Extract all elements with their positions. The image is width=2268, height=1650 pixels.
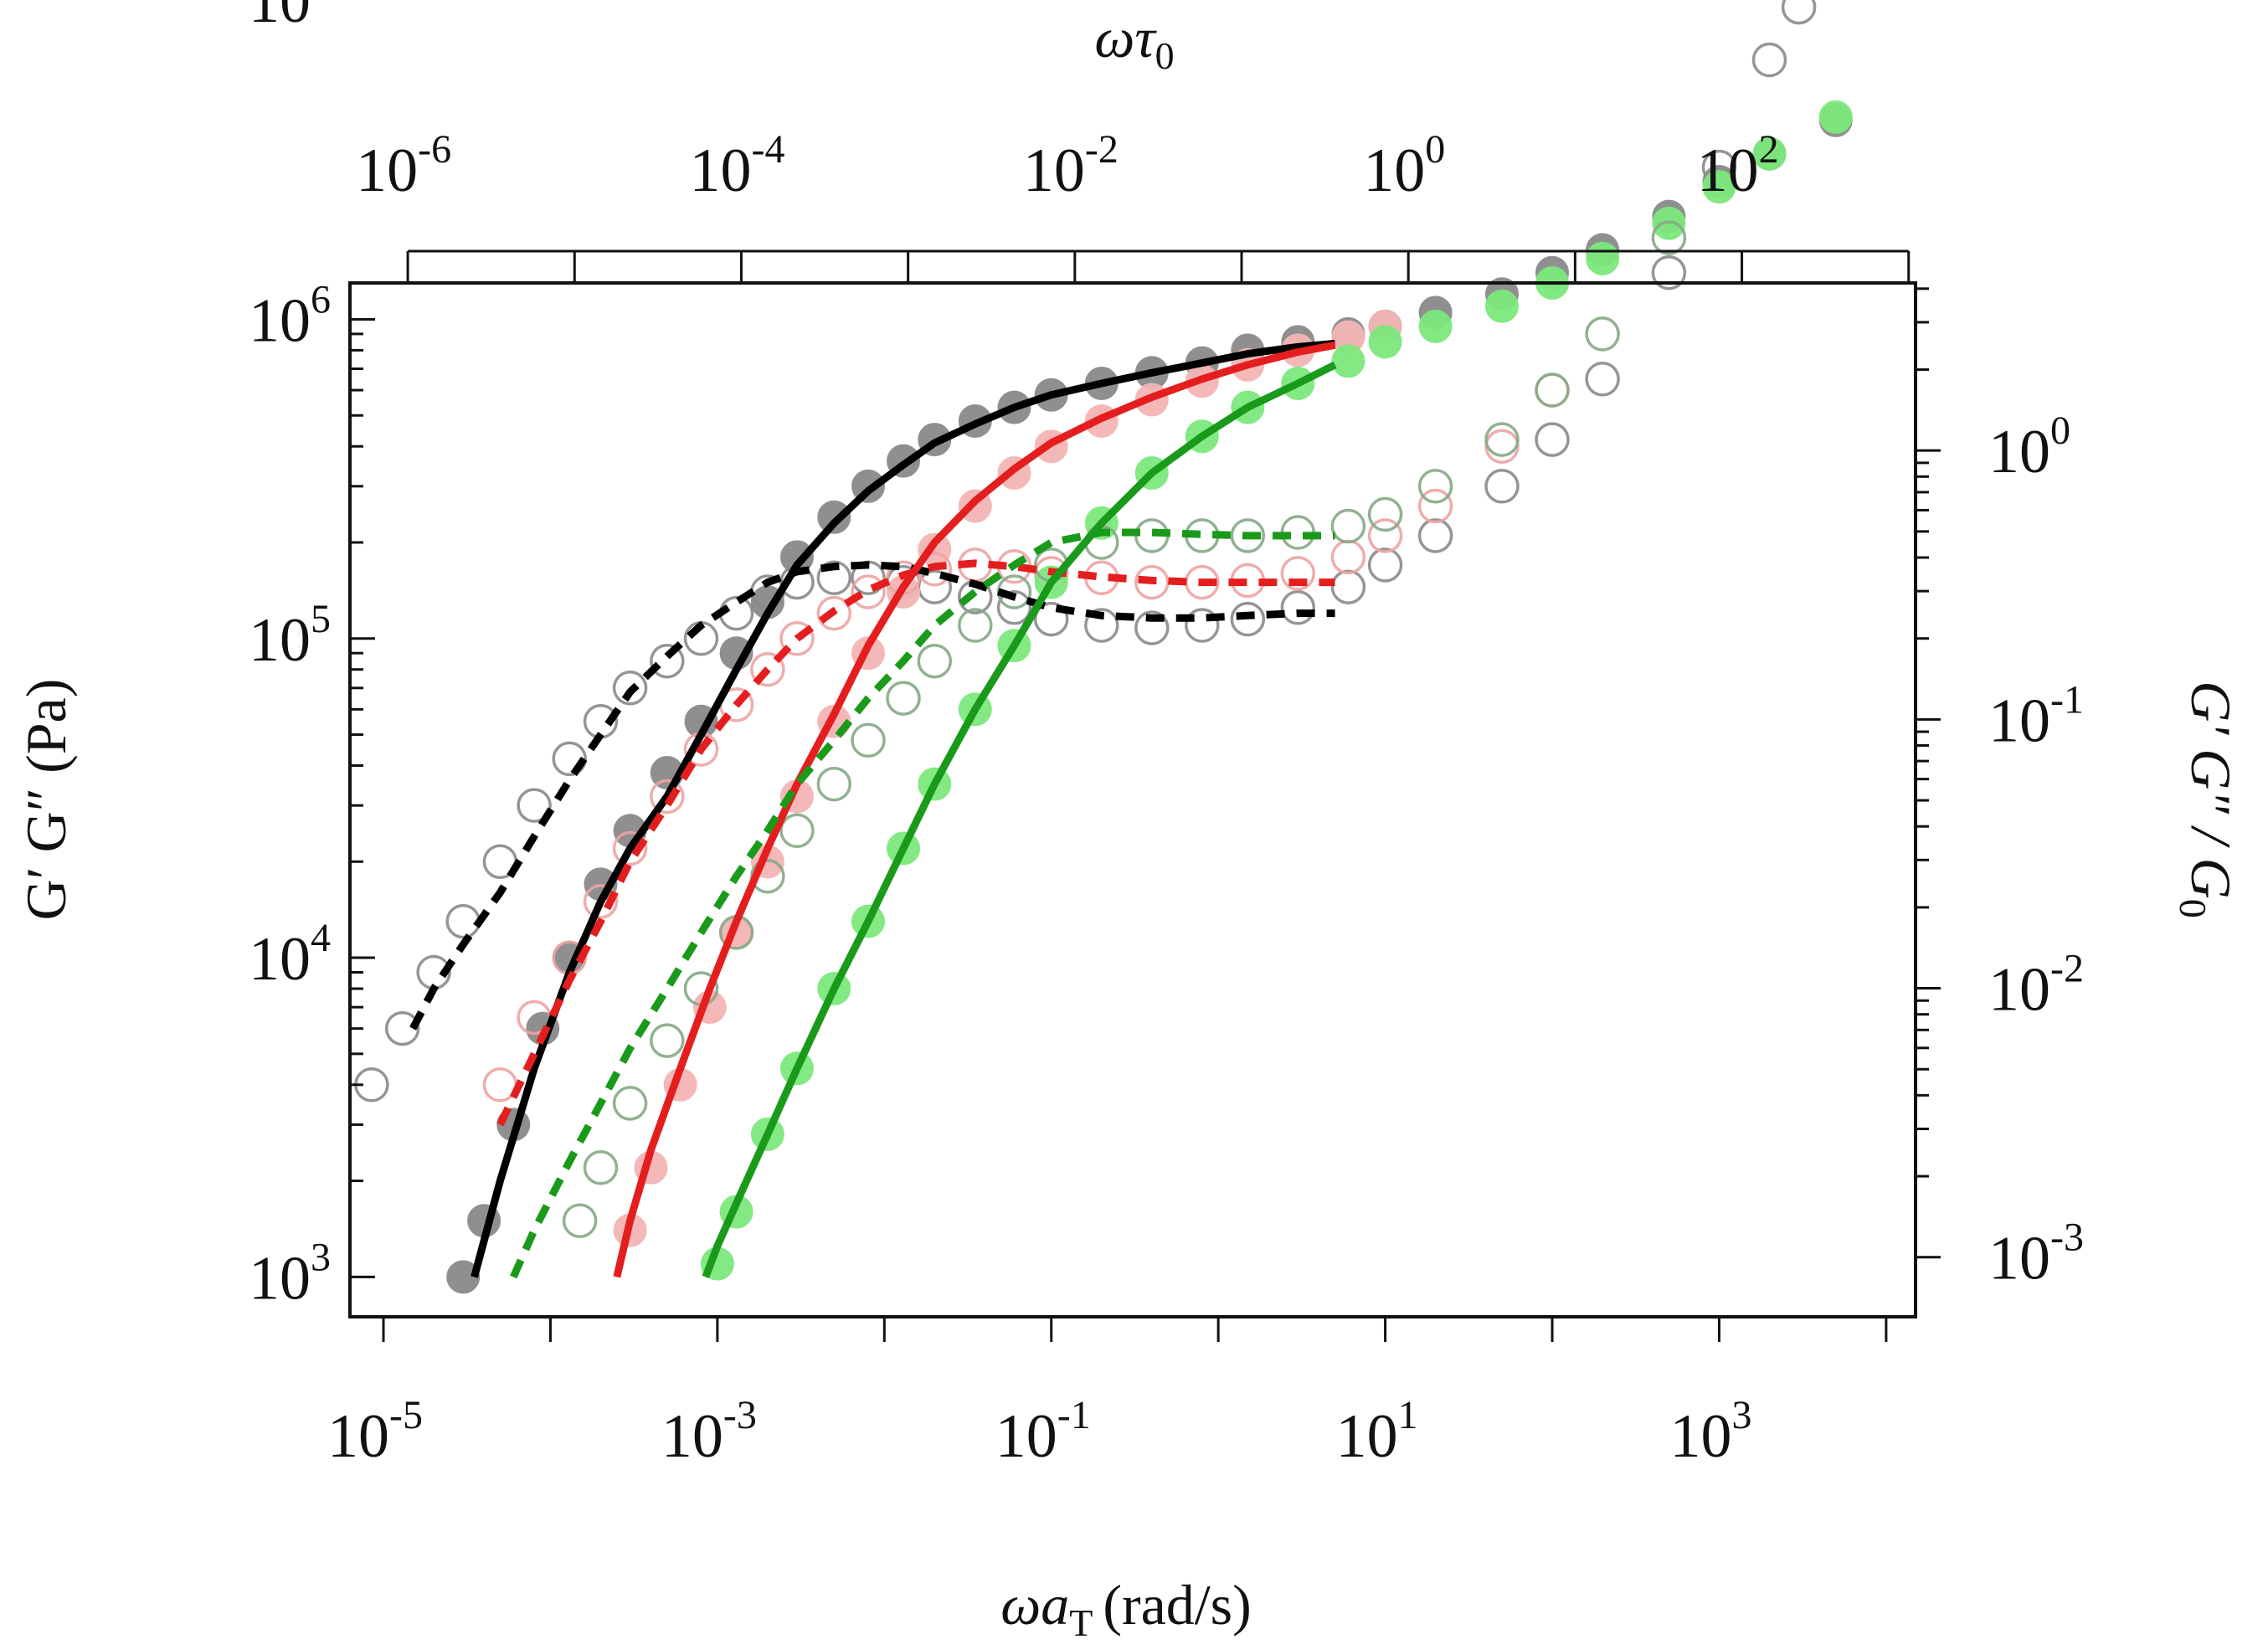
- point-g-gray: [1230, 601, 1266, 637]
- point-g-green: [779, 813, 815, 849]
- point-g-green: [816, 766, 852, 802]
- point-g-red: [612, 830, 648, 866]
- x-tick-label: 103: [1669, 1393, 1751, 1471]
- point-g-gray: [1280, 590, 1316, 625]
- point-g-green: [1585, 316, 1620, 352]
- line-g-fit-red: [496, 559, 1335, 1127]
- point-g-green: [1230, 518, 1266, 553]
- point-g-red: [750, 651, 785, 687]
- y-tick-label: 107: [249, 0, 331, 36]
- y-tick-label: 105: [249, 597, 331, 675]
- point-g-red: [816, 595, 852, 631]
- top-axis-label: ωτ0: [1094, 6, 1174, 77]
- right-tick-label: 100: [1988, 409, 2070, 486]
- point-g-gray: [816, 560, 852, 595]
- point-g-gray: [1330, 569, 1366, 604]
- point-g-gray: [612, 671, 648, 706]
- point-g-green: [1752, 136, 1787, 171]
- x-tick-label: 10-3: [661, 1393, 757, 1471]
- line-g-fit-green: [702, 361, 1337, 1279]
- point-g-gray: [517, 788, 552, 823]
- right-tick-label: 10-1: [1988, 677, 2084, 755]
- series-layer: [354, 0, 1853, 1294]
- line-g-fit-green: [510, 528, 1335, 1279]
- point-g-green: [1417, 469, 1453, 504]
- point-g-green: [1586, 241, 1620, 275]
- x-axis-label: ωaT (rad/s): [1000, 1573, 1252, 1644]
- point-g-green: [612, 1086, 648, 1121]
- point-g-gray: [1134, 610, 1170, 645]
- point-g-green: [562, 1203, 598, 1238]
- point-g-green: [1485, 289, 1519, 323]
- point-g-green: [917, 643, 953, 679]
- point-g-green: [886, 681, 921, 716]
- point-g-gray: [1781, 0, 1817, 25]
- right-axis-label: G′ G″ / G0: [2172, 681, 2243, 918]
- point-g-green: [583, 1150, 619, 1185]
- point-g-gray: [1185, 608, 1220, 643]
- top-tick-label: 100: [1363, 127, 1445, 205]
- point-g-green: [851, 722, 886, 758]
- line-g-fit-black: [471, 339, 1336, 1278]
- point-g-red: [650, 779, 685, 815]
- right-axis-label-group: G′ G″ / G0: [2172, 681, 2243, 918]
- point-g-green: [1330, 508, 1366, 544]
- point-g-green: [1368, 325, 1402, 359]
- point-g-red: [851, 574, 886, 609]
- y-tick-label: 104: [249, 916, 331, 994]
- point-g-gray: [552, 741, 587, 777]
- x-tick-label: 10-1: [995, 1393, 1091, 1471]
- point-g-gray: [1751, 42, 1787, 78]
- top-tick-label: 10-2: [1023, 127, 1119, 205]
- x-tick-label: 101: [1336, 1393, 1418, 1471]
- y-tick-label: 103: [249, 1235, 331, 1313]
- point-g-red: [583, 884, 619, 919]
- point-g-green: [1418, 309, 1453, 343]
- x-tick-label: 10-5: [327, 1393, 423, 1471]
- axes-layer: 10-5 10-3 10-1 101 103 10-6 10-4 10-2 100 102 103 1…: [249, 0, 2084, 1471]
- point-g-green: [1818, 100, 1853, 134]
- point-g-gray: [1033, 601, 1069, 637]
- point-g-gray: [384, 1010, 420, 1046]
- point-g-gray: [1585, 362, 1620, 397]
- point-g-green: [1331, 344, 1365, 378]
- y-tick-label: 106: [249, 277, 331, 355]
- point-g-green: [1535, 373, 1570, 408]
- top-tick-label: 102: [1697, 127, 1779, 205]
- right-tick-label: 10-3: [1988, 1216, 2084, 1293]
- point-g-gray: [650, 643, 685, 679]
- point-g-green: [650, 1023, 685, 1058]
- point-g-red: [1280, 556, 1316, 591]
- point-g-green: [958, 608, 993, 643]
- y-axis-label: G′ G″ (Pa): [14, 679, 78, 921]
- y-axis-label-group: G′ G″ (Pa): [14, 679, 78, 921]
- right-tick-label: 10-2: [1988, 947, 2084, 1025]
- point-g-gray: [1484, 469, 1520, 504]
- point-g-gray: [1367, 547, 1403, 583]
- top-tick-label: 10-6: [356, 127, 451, 205]
- point-g-red: [779, 621, 815, 656]
- point-g-green: [1702, 170, 1736, 204]
- top-tick-label: 10-4: [689, 127, 784, 205]
- point-g-gray: [817, 500, 851, 534]
- point-g-gray: [446, 1260, 481, 1294]
- point-g-gray: [996, 590, 1032, 625]
- point-g-gray: [1651, 254, 1687, 290]
- point-g-red: [1367, 518, 1403, 553]
- point-g-green: [1484, 422, 1520, 457]
- point-g-gray: [1417, 518, 1453, 553]
- point-g-gray: [1084, 608, 1119, 643]
- line-g-fit-red: [613, 341, 1336, 1278]
- point-g-green: [1367, 496, 1403, 532]
- point-g-gray: [1535, 422, 1570, 457]
- point-g-red: [1134, 564, 1170, 600]
- point-g-green: [1651, 220, 1687, 255]
- point-g-red: [1417, 488, 1453, 524]
